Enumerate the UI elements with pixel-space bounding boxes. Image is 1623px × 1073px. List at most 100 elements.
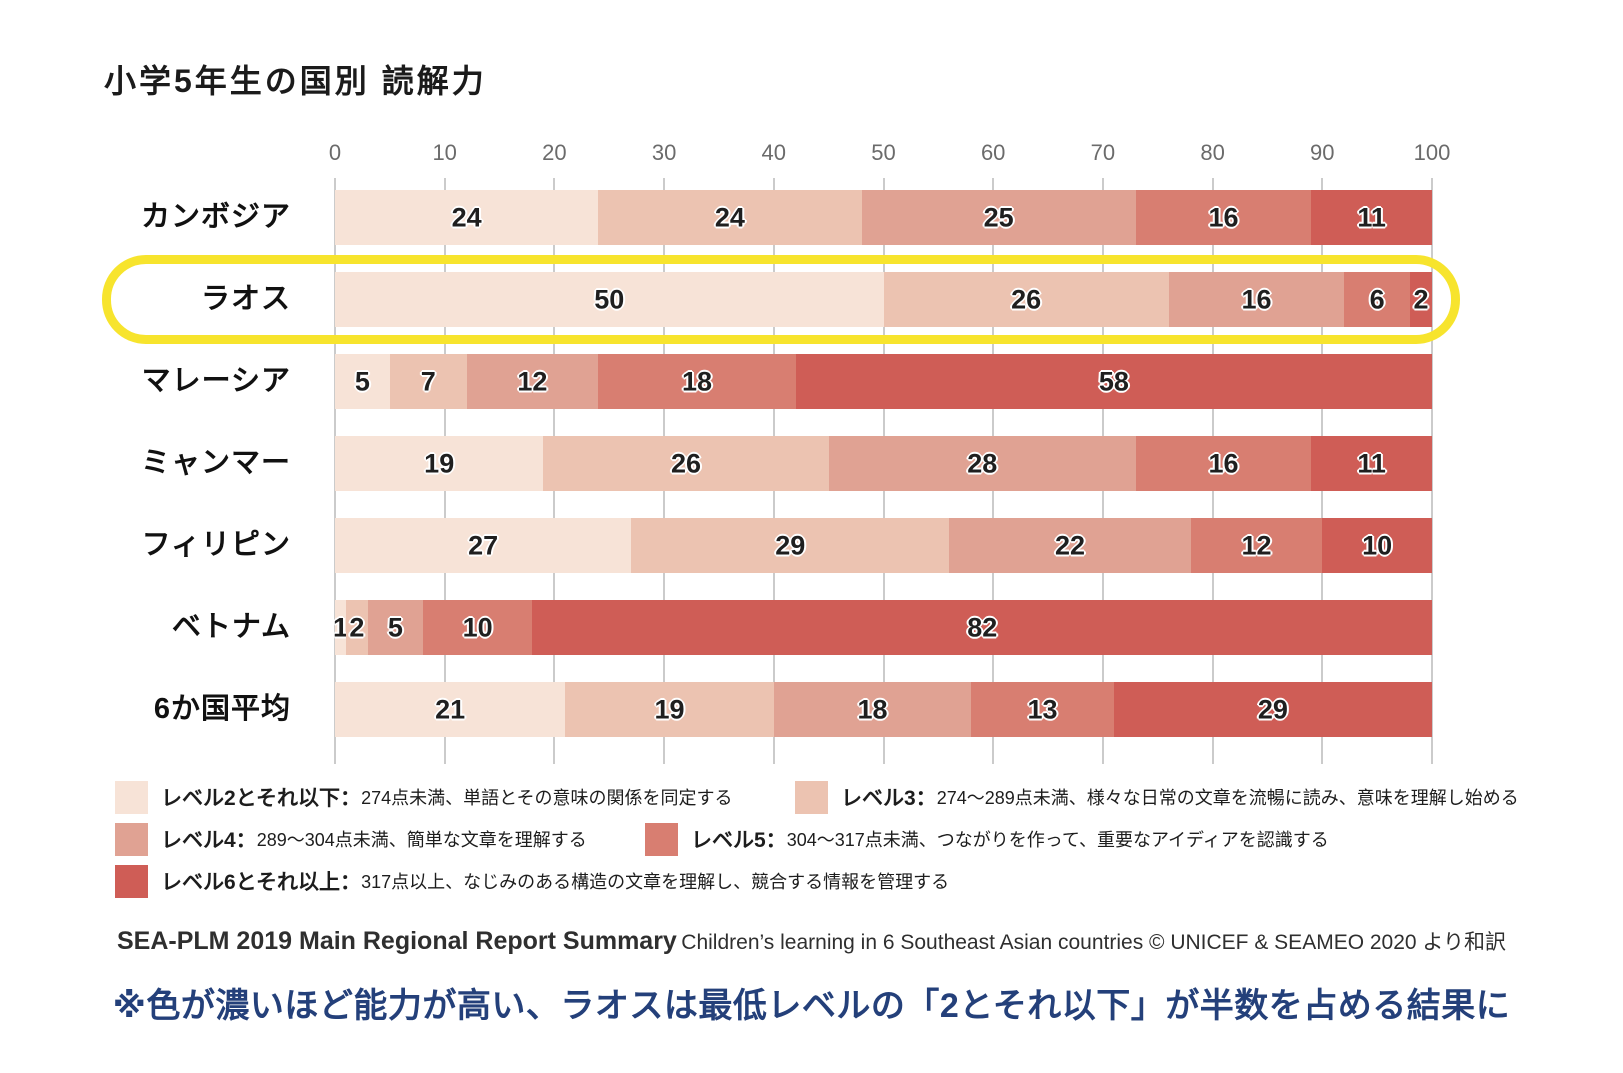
bar-value-label: 18 [857, 694, 888, 724]
bar-value-label: 82 [967, 612, 998, 642]
legend: レベル2とそれ以下： 274点未満、単語とその意味の関係を同定する レベル3： 274… [115, 776, 1535, 902]
bar-value-label: 11 [1357, 448, 1386, 478]
bar-value-label: 12 [517, 366, 548, 396]
bar-value-label: 22 [1054, 530, 1085, 560]
category-label: ベトナム [171, 611, 291, 643]
bar-value-label: 10 [462, 612, 493, 642]
bar-value-label: 18 [681, 366, 713, 396]
legend-swatch [115, 780, 148, 814]
bar-segment: 16 [1168, 272, 1345, 327]
bar-value-label: 11 [1357, 202, 1386, 232]
bar-segment: 24 [335, 190, 599, 245]
bar-segment: 25 [861, 190, 1136, 245]
bar-value-label: 13 [1027, 694, 1058, 724]
bar-value-label: 2 [1413, 284, 1429, 314]
legend-label: レベル6とそれ以上： [161, 871, 362, 894]
category-labels: カンボジア ラオス マレーシア ミャンマー フィリピン ベトナム 6か国平均 [0, 178, 313, 764]
bar-segment: 16 [1135, 190, 1312, 245]
axis-tick-label: 50 [871, 140, 896, 165]
bar-row: 1 2 5 10 82 [332, 600, 1432, 655]
legend-desc: 274〜289点未満、様々な日常の文章を流暢に読み、意味を理解し始める [936, 788, 1519, 808]
bar-value-label: 26 [1011, 284, 1042, 314]
bar-value-label: 24 [451, 202, 482, 232]
bar-segment: 26 [543, 436, 829, 491]
source-sub-inner: Children’s learning in 6 Southeast Asian… [681, 931, 1506, 954]
axis-tick-label: 80 [1200, 140, 1225, 165]
bar-segment: 22 [949, 518, 1191, 573]
bar-value-label: 29 [1257, 694, 1288, 724]
bar-value-label: 2 [349, 612, 365, 642]
bar-segment: 12 [466, 354, 599, 409]
bar-value-label: 1 [332, 612, 348, 642]
legend-swatch [115, 864, 148, 898]
bar-segment: 13 [971, 682, 1114, 737]
bar-value-label: 16 [1208, 202, 1239, 232]
bar-segment: 29 [631, 518, 950, 573]
source-sub-text: Children’s learning in 6 Southeast Asian… [681, 931, 1506, 954]
bar-value-label: 21 [435, 694, 466, 724]
bar-value-label: 26 [671, 448, 702, 478]
bar-segment: 27 [335, 518, 632, 573]
bar-segment: 11 [1311, 190, 1432, 245]
bar-value-label: 50 [594, 284, 625, 314]
bar-value-label: 10 [1362, 530, 1393, 560]
legend-desc: 317点以上、なじみのある構造の文章を理解し、競合する情報を管理する [361, 872, 950, 892]
legend-item: レベル4： 289〜304点未満、簡単な文章を理解する [115, 822, 645, 856]
axis-tick-label: 30 [651, 140, 677, 165]
legend-label: レベル2とそれ以下： [161, 787, 362, 810]
x-axis: 0 10 20 30 40 50 60 70 80 90 100 [329, 140, 1450, 168]
legend-item: レベル3： 274〜289点未満、様々な日常の文章を流暢に読み、意味を理解し始める [795, 780, 1519, 814]
legend-row: レベル2とそれ以下： 274点未満、単語とその意味の関係を同定する レベル3： 274… [115, 776, 1535, 818]
source-line: SEA-PLM 2019 Main Regional Report Summar… [0, 926, 1623, 956]
plot-area: 24 24 25 16 11 50 26 16 6 2 5 7 12 18 58 19 26 28 16 11 27 29… [332, 178, 1433, 764]
legend-item: レベル5： 304〜317点未満、つながりを作って、重要なアイディアを認識する [645, 822, 1329, 856]
axis-tick-label: 10 [432, 140, 457, 165]
bar-segment: 7 [389, 354, 467, 409]
bar-value-label: 7 [420, 366, 436, 396]
bar-segment: 58 [795, 354, 1432, 409]
category-label: マレーシア [141, 365, 291, 397]
bar-segment: 2 [345, 600, 368, 655]
legend-label: レベル5： [691, 829, 787, 852]
bar-value-label: 29 [775, 530, 806, 560]
gridline [1431, 178, 1433, 764]
axis-tick-label: 60 [980, 140, 1006, 165]
legend-swatch [795, 780, 828, 814]
axis-tick-label: 40 [761, 140, 787, 165]
legend-swatch [115, 822, 148, 856]
axis-tick-label: 20 [542, 140, 567, 165]
bar-segment: 16 [1135, 436, 1312, 491]
legend-row: レベル6とそれ以上： 317点以上、なじみのある構造の文章を理解し、競合する情報を… [115, 860, 1535, 902]
page-title: 小学5年生の国別 読解力 [104, 63, 487, 99]
legend-item: レベル6とそれ以上： 317点以上、なじみのある構造の文章を理解し、競合する情報を… [115, 864, 950, 898]
footnote: ※色が濃いほど能力が高い、ラオスは最低レベルの「2とそれ以下」が半数を占める結果… [112, 987, 1511, 1025]
bar-segment: 21 [335, 682, 566, 737]
legend-desc: 274点未満、単語とその意味の関係を同定する [361, 788, 733, 808]
bar-value-label: 16 [1208, 448, 1239, 478]
bar-segment: 12 [1190, 518, 1323, 573]
bar-segment: 19 [565, 682, 774, 737]
axis-tick-label: 0 [328, 140, 342, 165]
axis-tick-label: 70 [1090, 140, 1116, 165]
bar-value-label: 28 [967, 448, 998, 478]
bar-value-label: 24 [714, 202, 745, 232]
bar-segment: 18 [598, 354, 796, 409]
legend-desc: 304〜317点未満、つながりを作って、重要なアイディアを認識する [786, 830, 1329, 850]
legend-desc: 289〜304点未満、簡単な文章を理解する [256, 830, 587, 850]
legend-swatch [645, 822, 678, 856]
bar-value-label: 5 [387, 612, 403, 642]
bar-row: 5 7 12 18 58 [335, 354, 1432, 409]
bar-segment: 1 [332, 600, 348, 655]
category-label: ラオス [200, 283, 291, 315]
bar-segment: 2 [1410, 272, 1432, 327]
category-label: フィリピン [141, 529, 291, 561]
bar-value-label: 19 [654, 694, 685, 724]
category-label: 6か国平均 [153, 693, 291, 725]
legend-label: レベル3： [841, 787, 937, 810]
bar-row: 27 29 22 12 10 [335, 518, 1432, 573]
bar-row: 19 26 28 16 11 [335, 436, 1432, 491]
bar-segment: 5 [367, 600, 423, 655]
bar-row: 24 24 25 16 11 [335, 190, 1432, 245]
category-label: カンボジア [140, 201, 291, 233]
